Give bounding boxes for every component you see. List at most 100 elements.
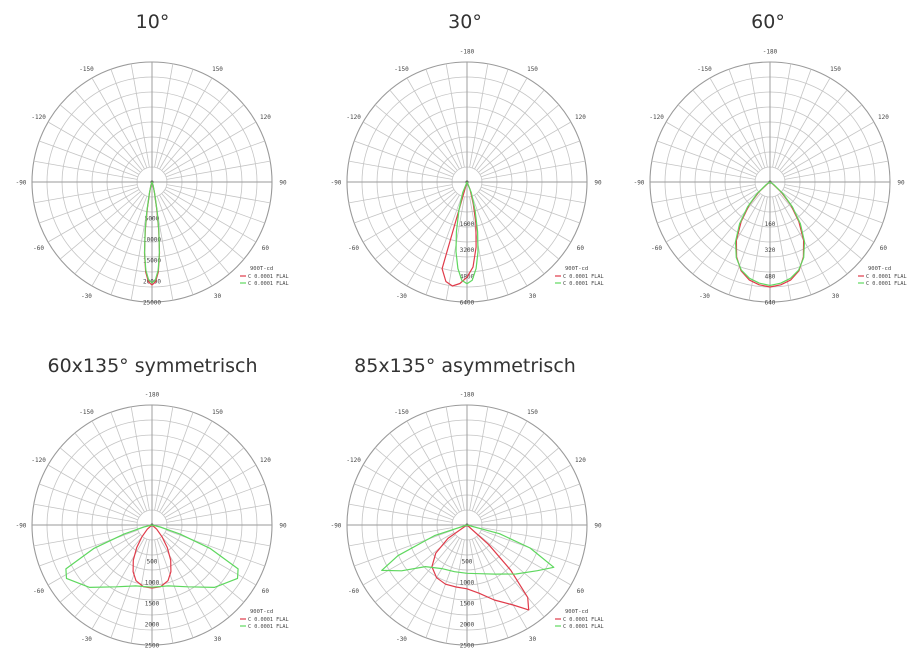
grid-spoke <box>163 534 245 603</box>
grid-spoke <box>110 538 148 638</box>
angle-tick-label: -90 <box>16 523 27 530</box>
polar-chart: -180 -150 150 -120 120 -90 90 -60 60 -30 30 1600 320… <box>331 49 604 307</box>
grid-spoke <box>130 406 150 511</box>
angle-tick-label: 90 <box>897 180 905 187</box>
grid-spoke <box>406 77 460 170</box>
grid-spoke <box>362 464 455 518</box>
angle-tick-label: -180 <box>460 392 475 399</box>
grid-spoke <box>348 184 453 204</box>
angle-tick-label: -180 <box>460 49 475 56</box>
angle-tick-label: -60 <box>33 588 44 595</box>
grid-spoke <box>665 121 758 175</box>
grid-spoke <box>91 77 145 170</box>
grid-spoke <box>156 69 194 169</box>
angle-tick-label: -150 <box>394 409 409 416</box>
legend-entry: C 0.0001 FLAL <box>563 624 604 630</box>
grid-spoke <box>161 193 230 275</box>
grid-spoke <box>159 194 213 287</box>
radial-tick-label: 2000 <box>145 622 160 629</box>
grid-spoke <box>651 184 756 204</box>
angle-tick-label: 30 <box>832 293 840 300</box>
grid-spoke <box>156 412 194 512</box>
grid-spoke <box>665 189 758 243</box>
grid-spoke <box>779 89 848 171</box>
polar-chart: -150 150 -120 120 -90 90 -60 60 -30 30 5000 10000 15… <box>16 61 289 307</box>
angle-tick-label: 60 <box>577 588 585 595</box>
grid-spoke <box>728 195 766 295</box>
grid-spoke <box>479 532 572 586</box>
grid-spoke <box>33 527 138 547</box>
grid-spoke <box>425 412 463 512</box>
series-curve <box>132 524 172 589</box>
grid-spoke <box>59 534 141 603</box>
grid-spoke <box>91 537 145 630</box>
angle-tick-label: 150 <box>212 409 223 416</box>
grid-spoke <box>163 104 245 173</box>
grid-spoke <box>476 193 545 275</box>
grid-spoke <box>782 121 875 175</box>
radial-tick-label: 25000 <box>143 300 161 307</box>
legend-entry: C 0.0001 FLAL <box>866 281 907 287</box>
angle-tick-label: 60 <box>262 245 270 252</box>
radial-tick-label: 3200 <box>460 247 475 254</box>
grid-spoke <box>406 537 460 630</box>
legend-entry: C 0.0001 FLAL <box>563 617 604 623</box>
grid-spoke <box>777 77 831 170</box>
grid-spoke <box>164 464 257 518</box>
grid-spoke <box>479 464 572 518</box>
grid-spoke <box>772 63 792 168</box>
angle-tick-label: 60 <box>880 245 888 252</box>
grid-spoke <box>91 194 145 287</box>
grid-spoke <box>163 191 245 260</box>
grid-spoke <box>471 195 509 295</box>
grid-spoke <box>362 532 455 586</box>
grid-spoke <box>471 538 509 638</box>
grid-spoke <box>389 193 458 275</box>
radial-tick-label: 2000 <box>460 622 475 629</box>
polar-grid <box>346 404 588 646</box>
angle-tick-label: -150 <box>697 66 712 73</box>
radial-tick-label: 1000 <box>460 580 475 587</box>
grid-spoke <box>783 140 883 178</box>
grid-spoke <box>164 189 257 243</box>
grid-spoke <box>159 420 213 513</box>
radial-tick-label: 1600 <box>460 221 475 228</box>
grid-spoke <box>748 63 768 168</box>
series-curve <box>381 524 555 575</box>
grid-spoke <box>161 432 230 514</box>
polar-chart: -180 -150 150 -120 120 -90 90 -60 60 -30 30 500 1000… <box>16 392 289 650</box>
grid-spoke <box>389 89 458 171</box>
angle-tick-label: -120 <box>346 457 361 464</box>
radial-tick-label: 160 <box>765 221 776 228</box>
grid-spoke <box>159 537 213 630</box>
grid-spoke <box>59 447 141 516</box>
grid-spoke <box>784 184 889 204</box>
grid-spoke <box>781 191 863 260</box>
grid-spoke <box>59 191 141 260</box>
grid-spoke <box>166 527 271 547</box>
grid-spoke <box>130 539 150 644</box>
grid-spoke <box>476 536 545 618</box>
unit-label: 900T-cd <box>565 609 588 615</box>
grid-spoke <box>33 184 138 204</box>
angle-tick-label: -150 <box>79 66 94 73</box>
radial-tick-label: 500 <box>462 559 473 566</box>
grid-spoke <box>657 186 757 224</box>
grid-spoke <box>782 189 875 243</box>
grid-spoke <box>469 196 489 301</box>
grid-spoke <box>47 464 140 518</box>
angle-tick-label: 30 <box>529 636 537 643</box>
legend-entry: C 0.0001 FLAL <box>248 624 289 630</box>
angle-tick-label: -120 <box>31 114 46 121</box>
unit-label: 900T-cd <box>250 609 273 615</box>
angle-tick-label: -60 <box>33 245 44 252</box>
grid-spoke <box>425 69 463 169</box>
grid-spoke <box>479 189 572 243</box>
grid-spoke <box>354 483 454 521</box>
angle-tick-label: 150 <box>527 409 538 416</box>
chart-title: 30° <box>448 11 482 33</box>
radial-tick-label: 2500 <box>145 643 160 650</box>
angle-tick-label: 30 <box>214 636 222 643</box>
radial-tick-label: 480 <box>765 273 776 280</box>
grid-spoke <box>164 532 257 586</box>
